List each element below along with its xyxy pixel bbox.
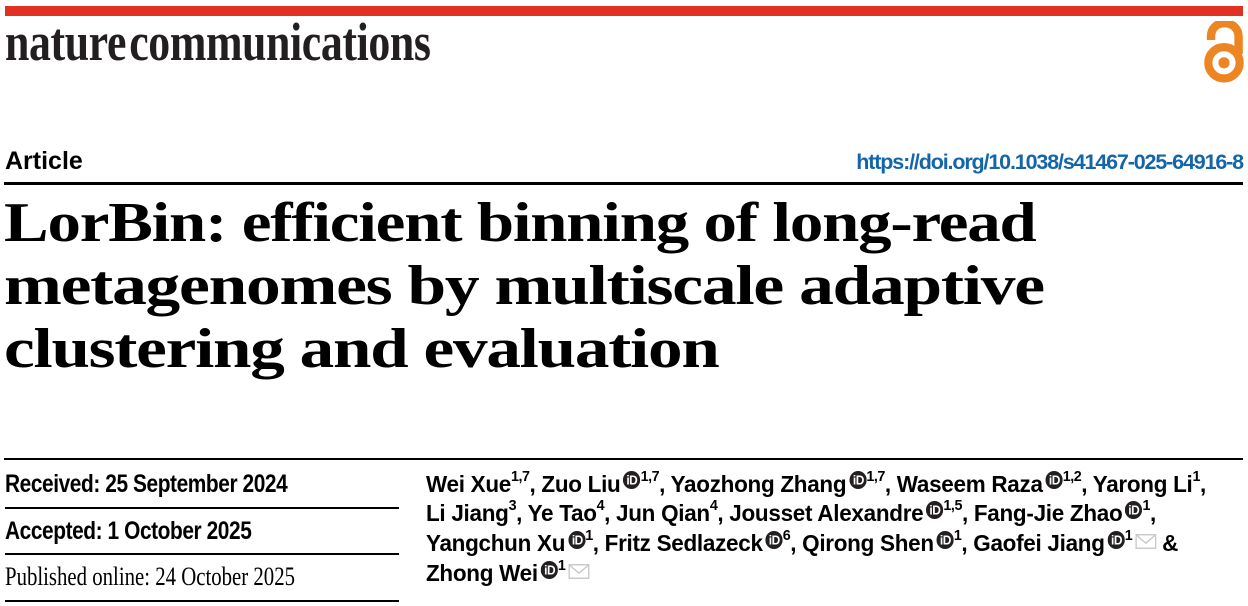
svg-text:iD: iD (571, 533, 583, 547)
svg-text:iD: iD (769, 533, 781, 547)
svg-text:iD: iD (940, 533, 952, 547)
svg-text:iD: iD (1049, 473, 1061, 487)
svg-text:iD: iD (1111, 533, 1123, 547)
svg-text:iD: iD (930, 503, 942, 517)
svg-text:iD: iD (1129, 503, 1141, 517)
svg-text:iD: iD (853, 473, 865, 487)
svg-text:iD: iD (544, 563, 556, 577)
svg-text:iD: iD (627, 473, 639, 487)
